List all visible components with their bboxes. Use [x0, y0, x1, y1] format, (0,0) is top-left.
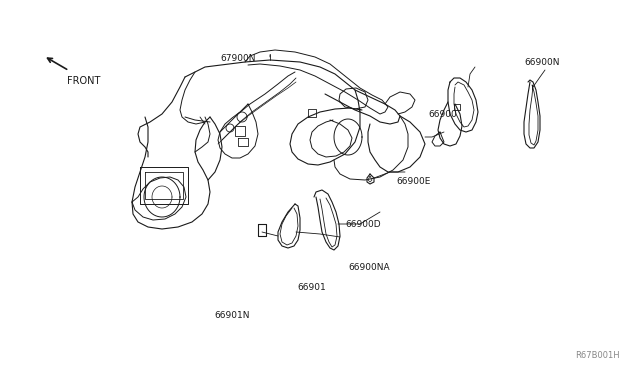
Text: 66900N: 66900N: [525, 58, 560, 67]
Text: 66901N: 66901N: [214, 311, 250, 320]
Text: 66900: 66900: [429, 110, 458, 119]
Text: 66900E: 66900E: [397, 177, 431, 186]
Text: R67B001H: R67B001H: [575, 351, 620, 360]
Text: 67900N: 67900N: [221, 54, 256, 63]
Text: 66900D: 66900D: [346, 220, 381, 229]
Text: 66900NA: 66900NA: [349, 263, 390, 272]
Text: 66901: 66901: [298, 283, 326, 292]
Text: FRONT: FRONT: [67, 76, 100, 86]
